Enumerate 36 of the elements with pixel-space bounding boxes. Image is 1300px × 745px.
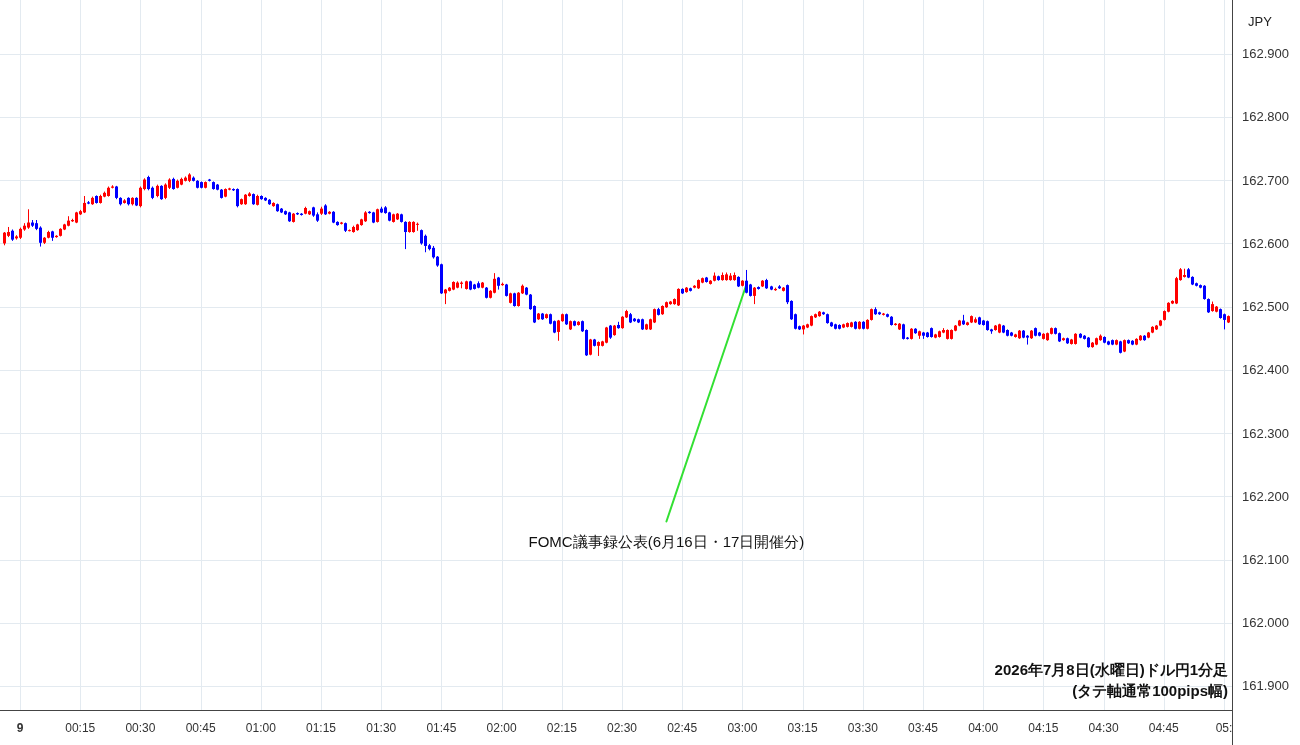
y-tick-label: 162.300 xyxy=(1242,425,1289,441)
x-tick-label: 03:30 xyxy=(847,721,878,735)
y-tick-label: 162.000 xyxy=(1242,615,1289,631)
x-tick-label: 02:45 xyxy=(667,721,698,735)
x-tick-label: 01:45 xyxy=(426,721,457,735)
x-tick-label: 05: xyxy=(1215,721,1233,735)
x-tick-label: 04:15 xyxy=(1028,721,1059,735)
x-tick-label: 01:00 xyxy=(245,721,276,735)
subtitle: (タテ軸通常100pips幅) xyxy=(1072,682,1228,699)
y-tick-label: 162.700 xyxy=(1242,172,1289,188)
x-tick-label: 00:45 xyxy=(185,721,216,735)
y-tick-label: 162.800 xyxy=(1242,109,1289,125)
x-tick-label: 01:15 xyxy=(306,721,337,735)
x-tick-label: 01:30 xyxy=(366,721,397,735)
x-tick-label: 03:00 xyxy=(727,721,758,735)
x-tick-label: 04:30 xyxy=(1088,721,1119,735)
annotation: FOMC議事録公表(6月16日・17日開催分) xyxy=(528,532,805,550)
y-tick-label: 162.500 xyxy=(1242,299,1289,315)
x-tick-label: 00:30 xyxy=(125,721,156,735)
x-tick-label: 02:15 xyxy=(546,721,577,735)
x-tick-label: 9 xyxy=(16,721,24,735)
y-tick-label: 162.400 xyxy=(1242,362,1289,378)
title: 2026年7月8日(水曜日)ドル円1分足 xyxy=(994,661,1228,678)
x-tick-label: 04:00 xyxy=(968,721,999,735)
x-tick-label: 00:15 xyxy=(65,721,96,735)
ylabel: JPY xyxy=(1248,14,1272,29)
y-tick-label: 162.900 xyxy=(1242,46,1289,62)
x-tick-label: 03:45 xyxy=(908,721,938,735)
y-tick-label: 162.600 xyxy=(1242,235,1289,251)
y-tick-label: 162.100 xyxy=(1242,552,1289,568)
y-tick-label: 162.200 xyxy=(1242,488,1289,504)
x-tick-label: 02:00 xyxy=(486,721,517,735)
x-tick-label: 02:30 xyxy=(607,721,638,735)
y-tick-label: 161.900 xyxy=(1242,678,1289,694)
x-tick-label: 04:45 xyxy=(1148,721,1179,735)
x-tick-label: 03:15 xyxy=(787,721,818,735)
